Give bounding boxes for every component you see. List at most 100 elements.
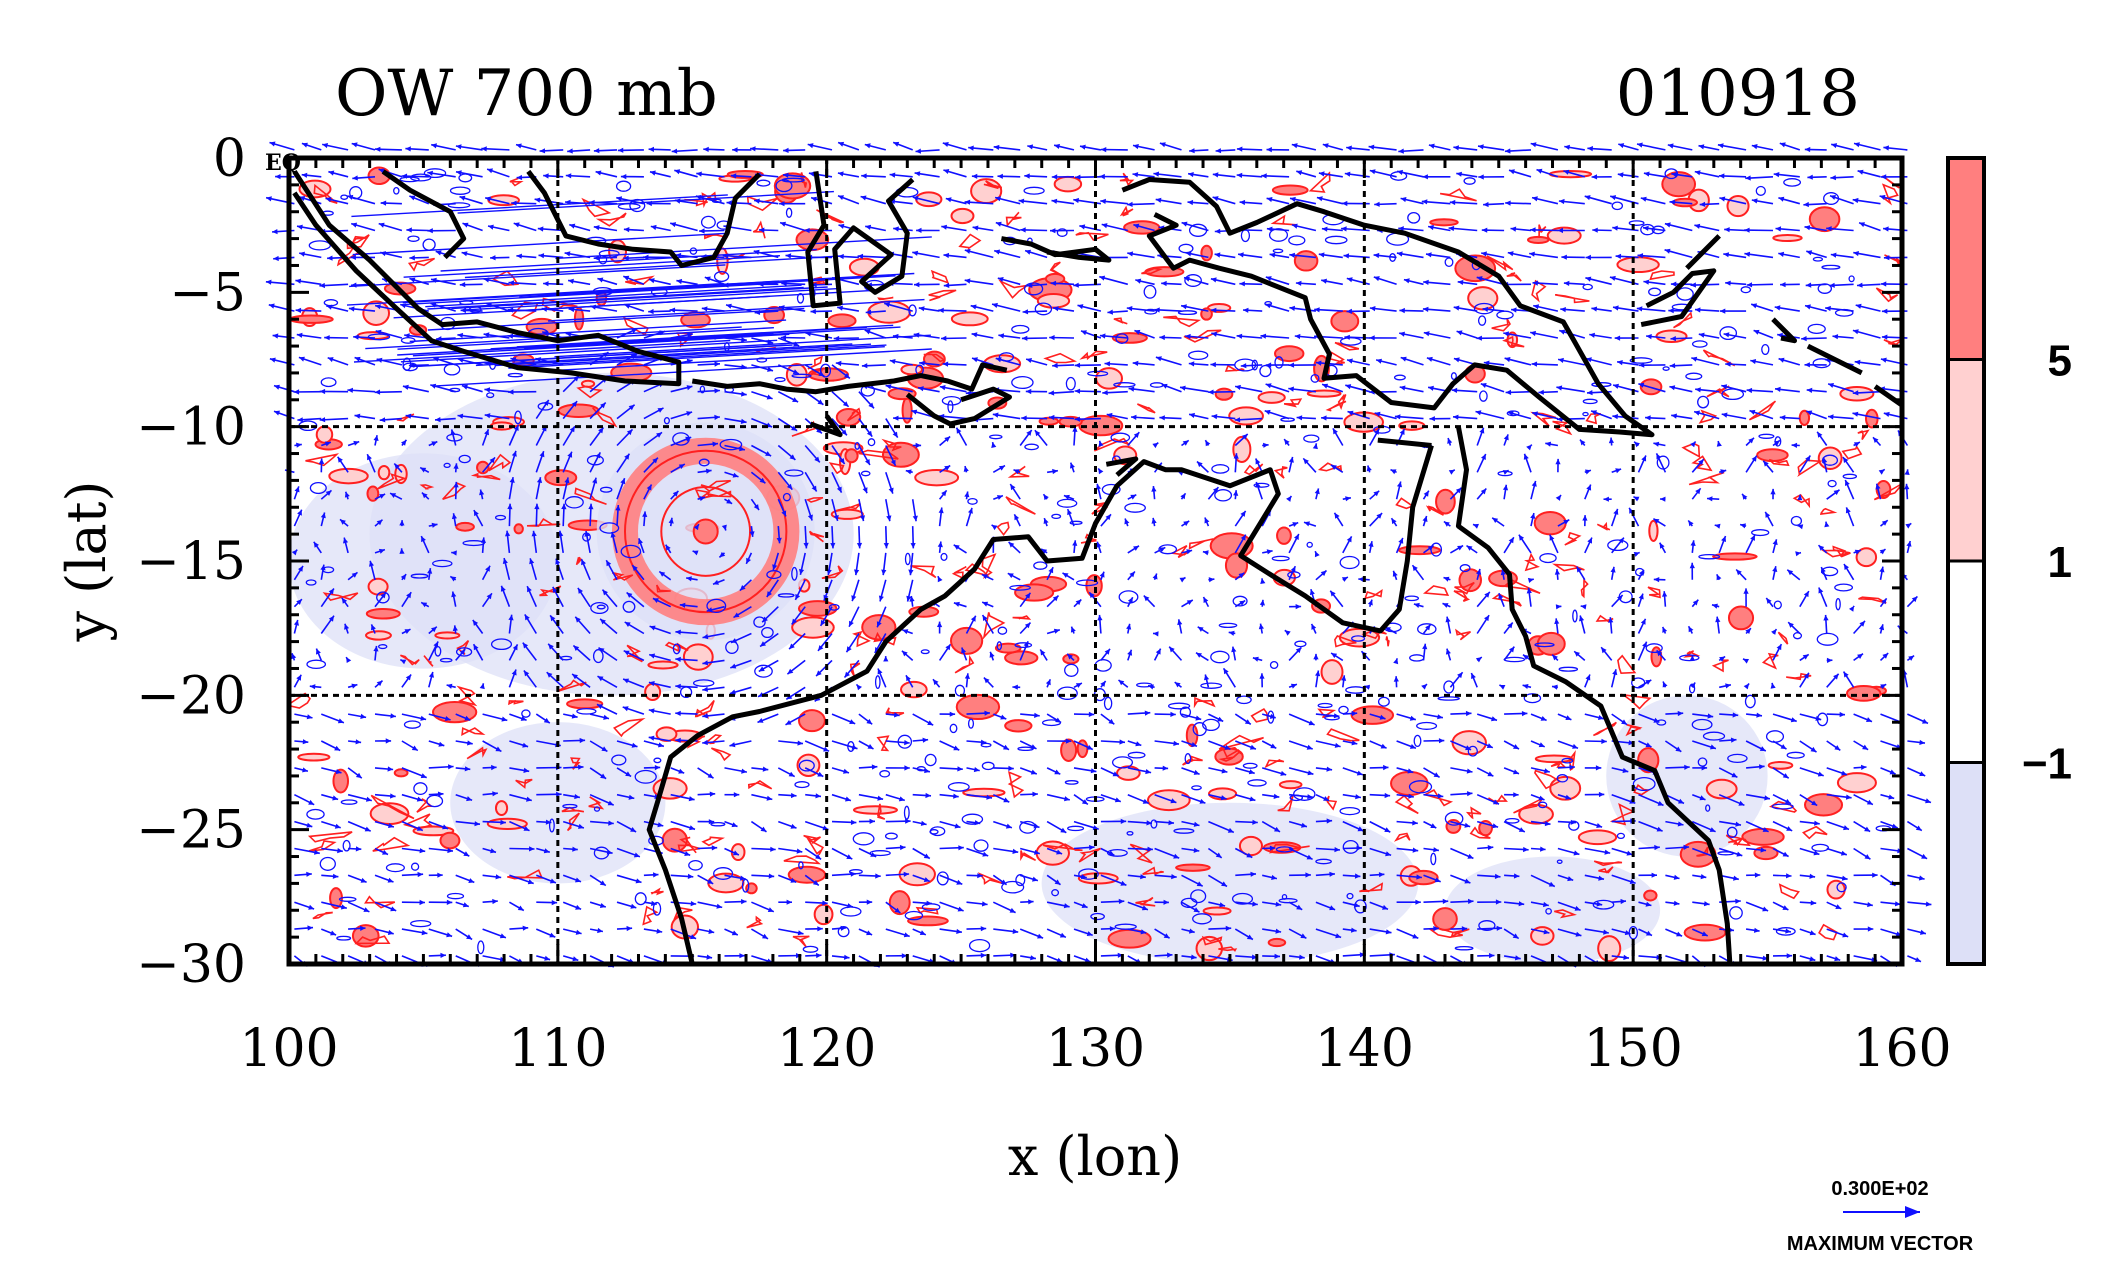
wind-vector-head xyxy=(678,464,685,469)
wind-vector-head xyxy=(1866,799,1873,805)
wind-vector-head xyxy=(1314,307,1320,313)
wind-vector-head xyxy=(938,307,944,313)
wind-vector-head xyxy=(1746,282,1753,288)
ow-negative-contour xyxy=(1317,702,1333,709)
wind-vector-head xyxy=(1760,847,1767,853)
wind-vector-head xyxy=(1212,196,1219,202)
wind-vector-head xyxy=(1521,711,1528,717)
wind-streak xyxy=(494,343,872,367)
wind-vector-head xyxy=(309,684,316,690)
ow-contour-line xyxy=(1502,335,1525,348)
wind-vector-head xyxy=(1925,901,1932,907)
wind-vector-head xyxy=(1100,198,1106,204)
wind-vector-head xyxy=(886,515,892,522)
wind-vector-head xyxy=(739,585,746,591)
ow-contour-line xyxy=(419,484,435,490)
ow-negative-contour xyxy=(1761,343,1770,356)
wind-vector-head xyxy=(376,680,383,687)
wind-vector-head xyxy=(499,933,506,939)
wind-vector-head xyxy=(1774,305,1781,311)
wind-vector-head xyxy=(501,716,508,722)
wind-vector-head xyxy=(686,411,693,417)
ow-positive-cell xyxy=(950,311,989,327)
wind-vector-head xyxy=(1012,928,1019,934)
wind-vector-head xyxy=(607,800,614,806)
wind-vector-head xyxy=(1492,823,1499,829)
ow-contour-line xyxy=(1777,631,1789,645)
ow-positive-cell xyxy=(922,350,946,368)
wind-vector-head xyxy=(816,427,822,434)
wind-vector-head xyxy=(786,899,792,905)
wind-vector-head xyxy=(1423,331,1430,337)
wind-vector-head xyxy=(1151,486,1157,492)
wind-vector-head xyxy=(1457,672,1463,679)
ow-negative-contour xyxy=(1294,640,1307,648)
wind-vector-head xyxy=(1467,853,1474,859)
ow-contour-line xyxy=(1273,465,1288,479)
wind-vector-head xyxy=(1620,898,1626,905)
wind-vector-head xyxy=(1369,335,1375,341)
ow-contour-line xyxy=(806,837,824,856)
wind-vector-head xyxy=(1341,226,1347,232)
wind-vector-head xyxy=(1669,199,1676,205)
wind-vector-head xyxy=(360,925,366,931)
ow-negative-contour xyxy=(798,759,815,772)
wind-vector-head xyxy=(319,282,325,289)
wind-vector-head xyxy=(1133,223,1140,229)
ow-contour-line xyxy=(1820,549,1851,558)
wind-vector-head xyxy=(1385,929,1392,935)
wind-vector-head xyxy=(435,250,442,256)
wind-vector-head xyxy=(293,619,299,626)
wind-vector-head xyxy=(1119,739,1125,745)
ow-contour-line xyxy=(1620,693,1652,710)
wind-vector-head xyxy=(1883,145,1889,151)
wind-vector-head xyxy=(306,822,313,828)
wind-vector-head xyxy=(726,303,732,309)
wind-vector-head xyxy=(656,432,662,438)
ow-contour-line xyxy=(930,269,950,284)
wind-vector-head xyxy=(893,141,900,147)
wind-vector-head xyxy=(1573,850,1580,856)
ow-contour-line xyxy=(1786,672,1812,681)
ow-negative-contour xyxy=(1592,899,1615,910)
wind-vector-head xyxy=(1356,770,1363,776)
coastline-segment xyxy=(1455,426,1733,964)
wind-vector-head xyxy=(919,360,925,366)
ow-positive-cell xyxy=(486,817,528,830)
ow-contour-line xyxy=(885,707,905,717)
ow-positive-cell xyxy=(494,800,509,816)
wind-vector-head xyxy=(1746,387,1753,394)
wind-vector-head xyxy=(909,596,915,602)
wind-vector-head xyxy=(1670,281,1677,287)
wind-vector-head xyxy=(739,446,745,452)
wind-vector-head xyxy=(1797,494,1803,501)
wind-vector-head xyxy=(1009,907,1016,913)
wind-vector-head xyxy=(1447,438,1453,444)
ow-positive-cell xyxy=(1845,685,1882,702)
wind-streak xyxy=(524,326,901,350)
wind-vector-head xyxy=(648,308,654,315)
y-tick-label: −5 xyxy=(169,263,246,323)
wind-vector-head xyxy=(690,901,697,907)
wind-vector-head xyxy=(1785,928,1791,934)
wind-vector-head xyxy=(1056,849,1063,855)
wind-vector-head xyxy=(334,745,341,751)
wind-vector-head xyxy=(944,436,951,442)
ow-positive-cell xyxy=(1238,835,1263,857)
wind-vector-head xyxy=(901,650,908,657)
wind-vector-head xyxy=(1373,252,1380,259)
ow-positive-cell xyxy=(900,363,924,376)
wind-vector-head xyxy=(1824,521,1830,528)
wind-vector-head xyxy=(1239,600,1246,606)
wind-vector-head xyxy=(986,794,992,800)
wind-vector-head xyxy=(1329,871,1335,877)
wind-vector-head xyxy=(1208,577,1215,583)
wind-vector-head xyxy=(430,383,437,389)
wind-vector-head xyxy=(1437,793,1444,799)
wind-vector-head xyxy=(438,741,445,747)
wind-vector-head xyxy=(1399,385,1406,391)
wind-vector-head xyxy=(1412,933,1419,939)
wind-vector-head xyxy=(804,227,810,234)
wind-vector-head xyxy=(1809,956,1816,962)
